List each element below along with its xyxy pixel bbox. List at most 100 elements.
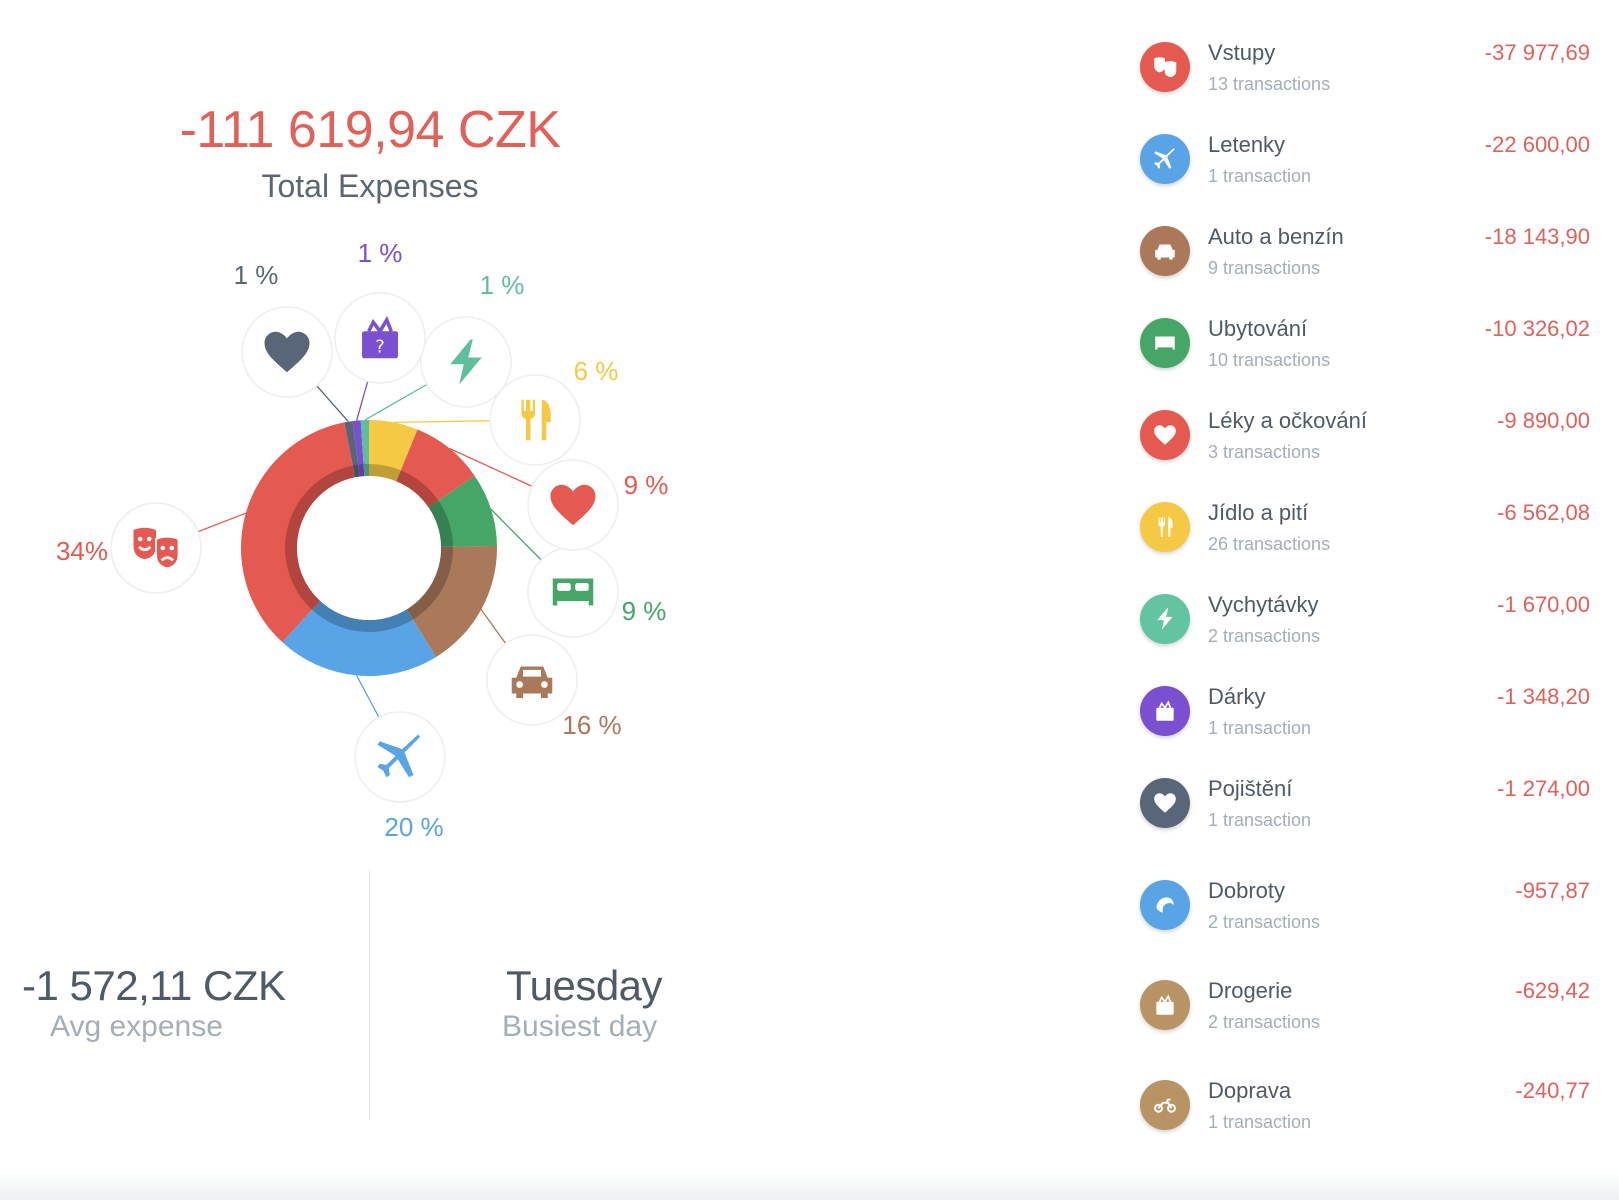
fork-knife-icon xyxy=(1140,502,1190,552)
motorbike-icon xyxy=(1140,1080,1190,1130)
category-row[interactable]: Pojištění 1 transaction -1 274,00 xyxy=(1120,758,1600,850)
donut-slice-shade xyxy=(363,464,369,477)
category-amount: -240,77 xyxy=(1515,1078,1590,1103)
heart-icon xyxy=(1140,778,1190,828)
category-amount: -10 326,02 xyxy=(1484,316,1590,341)
category-name: Auto a benzín xyxy=(1208,224,1344,249)
category-transaction-count: 3 transactions xyxy=(1208,442,1321,462)
category-transaction-count: 1 transaction xyxy=(1208,166,1312,186)
category-row[interactable]: Dobroty 2 transactions -957,87 xyxy=(1120,860,1600,952)
heart-icon xyxy=(1140,410,1190,460)
category-transaction-count: 2 transactions xyxy=(1208,626,1321,646)
svg-text:?: ? xyxy=(1163,711,1168,721)
category-transaction-count: 9 transactions xyxy=(1208,258,1321,278)
slice-percent-label: 20 % xyxy=(384,812,443,842)
donut-slice-vychyt-vky[interactable] xyxy=(360,420,369,477)
airplane-icon xyxy=(373,730,427,784)
donut-slice-shade xyxy=(358,464,365,477)
gift-box-icon: ? xyxy=(353,311,407,365)
svg-text:?: ? xyxy=(375,337,385,358)
category-transaction-count: 2 transactions xyxy=(1208,912,1321,932)
category-transaction-count: 1 transaction xyxy=(1208,1112,1312,1132)
category-transaction-count: 1 transaction xyxy=(1208,718,1312,738)
chart-badge xyxy=(527,459,619,551)
donut-slice-d-rky[interactable] xyxy=(352,420,365,477)
heart-icon xyxy=(546,478,600,532)
category-amount: -6 562,08 xyxy=(1497,500,1590,525)
category-row[interactable]: Léky a očkování 3 transactions -9 890,00 xyxy=(1120,390,1600,482)
bed-icon xyxy=(546,565,600,619)
lightning-icon xyxy=(439,335,493,389)
category-name: Doprava xyxy=(1208,1078,1292,1103)
bottom-fade xyxy=(0,1170,1619,1200)
donut-slice-l-ky-a-o-kov-n-[interactable] xyxy=(396,429,475,508)
donut-hole xyxy=(297,476,441,620)
category-amount: -22 600,00 xyxy=(1484,132,1590,157)
chart-badge xyxy=(527,546,619,638)
category-name: Drogerie xyxy=(1208,978,1293,1003)
chart-badge: ? xyxy=(334,292,426,384)
category-transaction-count: 2 transactions xyxy=(1208,1012,1321,1032)
category-amount: -9 890,00 xyxy=(1497,408,1590,433)
donut-slice-shade xyxy=(312,600,413,633)
avg-expense-value: -1 572,11 CZK xyxy=(22,962,286,1009)
car-icon xyxy=(1140,226,1190,276)
category-amount: -1 274,00 xyxy=(1497,776,1590,801)
busiest-day-label: Busiest day xyxy=(502,1010,658,1043)
slice-percent-label: 9 % xyxy=(622,596,667,626)
category-name: Vychytávky xyxy=(1208,592,1319,617)
category-name: Ubytování xyxy=(1208,316,1308,341)
category-row[interactable]: Letenky 1 transaction -22 600,00 xyxy=(1120,114,1600,206)
expenses-donut-chart: 34% 20 % 16 % 9 % 9 % 6 % 1 %? 1 % 1 % xyxy=(56,238,669,842)
donut-slice-shade xyxy=(352,464,360,478)
donut-slice-letenky[interactable] xyxy=(282,600,436,676)
donut-slice-auto-a-benz-n[interactable] xyxy=(406,545,497,658)
donut-slice-vstupy[interactable] xyxy=(241,422,356,643)
total-expenses-amount: -111 619,94 CZK xyxy=(179,101,561,159)
category-row[interactable]: Vychytávky 2 transactions -1 670,00 xyxy=(1120,574,1600,666)
car-icon xyxy=(505,653,559,707)
category-amount: -957,87 xyxy=(1515,878,1590,903)
chart-badge xyxy=(420,316,512,408)
chart-badge xyxy=(241,306,333,398)
category-row[interactable]: Doprava 1 transaction -240,77 xyxy=(1120,1060,1600,1152)
chart-badge xyxy=(354,711,446,803)
gift-box-icon: ? xyxy=(1140,980,1190,1030)
category-transaction-count: 10 transactions xyxy=(1208,350,1331,370)
category-name: Dárky xyxy=(1208,684,1266,709)
category-amount: -1 348,20 xyxy=(1497,684,1590,709)
slice-percent-label: 1 % xyxy=(358,238,403,268)
croissant-icon xyxy=(1140,880,1190,930)
donut-slice-shade xyxy=(396,470,439,508)
donut-slice-j-dlo-a-pit-[interactable] xyxy=(369,420,418,482)
lightning-icon xyxy=(1140,594,1190,644)
total-expenses-label: Total Expenses xyxy=(261,168,479,204)
slice-percent-label: 1 % xyxy=(480,270,525,300)
slice-percent-label: 1 % xyxy=(234,260,279,290)
category-row[interactable]: Ubytování 10 transactions -10 326,02 xyxy=(1120,298,1600,390)
svg-text:?: ? xyxy=(1163,1005,1168,1015)
category-row[interactable]: Auto a benzín 9 transactions -18 143,90 xyxy=(1120,206,1600,298)
gift-box-icon: ? xyxy=(1140,686,1190,736)
category-amount: -18 143,90 xyxy=(1484,224,1590,249)
stats-divider xyxy=(369,870,370,1120)
category-row[interactable]: ? Drogerie 2 transactions -629,42 xyxy=(1120,960,1600,1052)
slice-percent-label: 34% xyxy=(56,536,108,566)
slice-percent-label: 9 % xyxy=(624,470,669,500)
chart-badge xyxy=(489,374,581,466)
donut-slice-ubytov-n-[interactable] xyxy=(428,475,497,547)
donut-slice-shade xyxy=(369,464,401,482)
category-row[interactable]: Vstupy 13 transactions -37 977,69 xyxy=(1120,22,1600,114)
airplane-icon xyxy=(1140,134,1190,184)
donut-slice-poji-t-n-[interactable] xyxy=(344,421,360,478)
donut-slice-shade xyxy=(406,546,453,620)
busiest-day-value: Tuesday xyxy=(506,962,663,1009)
category-name: Pojištění xyxy=(1208,776,1293,801)
slice-percent-label: 16 % xyxy=(562,710,621,740)
theater-masks-icon xyxy=(1140,42,1190,92)
category-name: Jídlo a pití xyxy=(1208,500,1309,525)
chart-badge xyxy=(110,502,202,594)
category-row[interactable]: ? Dárky 1 transaction -1 348,20 xyxy=(1120,666,1600,758)
category-amount: -37 977,69 xyxy=(1484,40,1590,65)
category-row[interactable]: Jídlo a pití 26 transactions -6 562,08 xyxy=(1120,482,1600,574)
